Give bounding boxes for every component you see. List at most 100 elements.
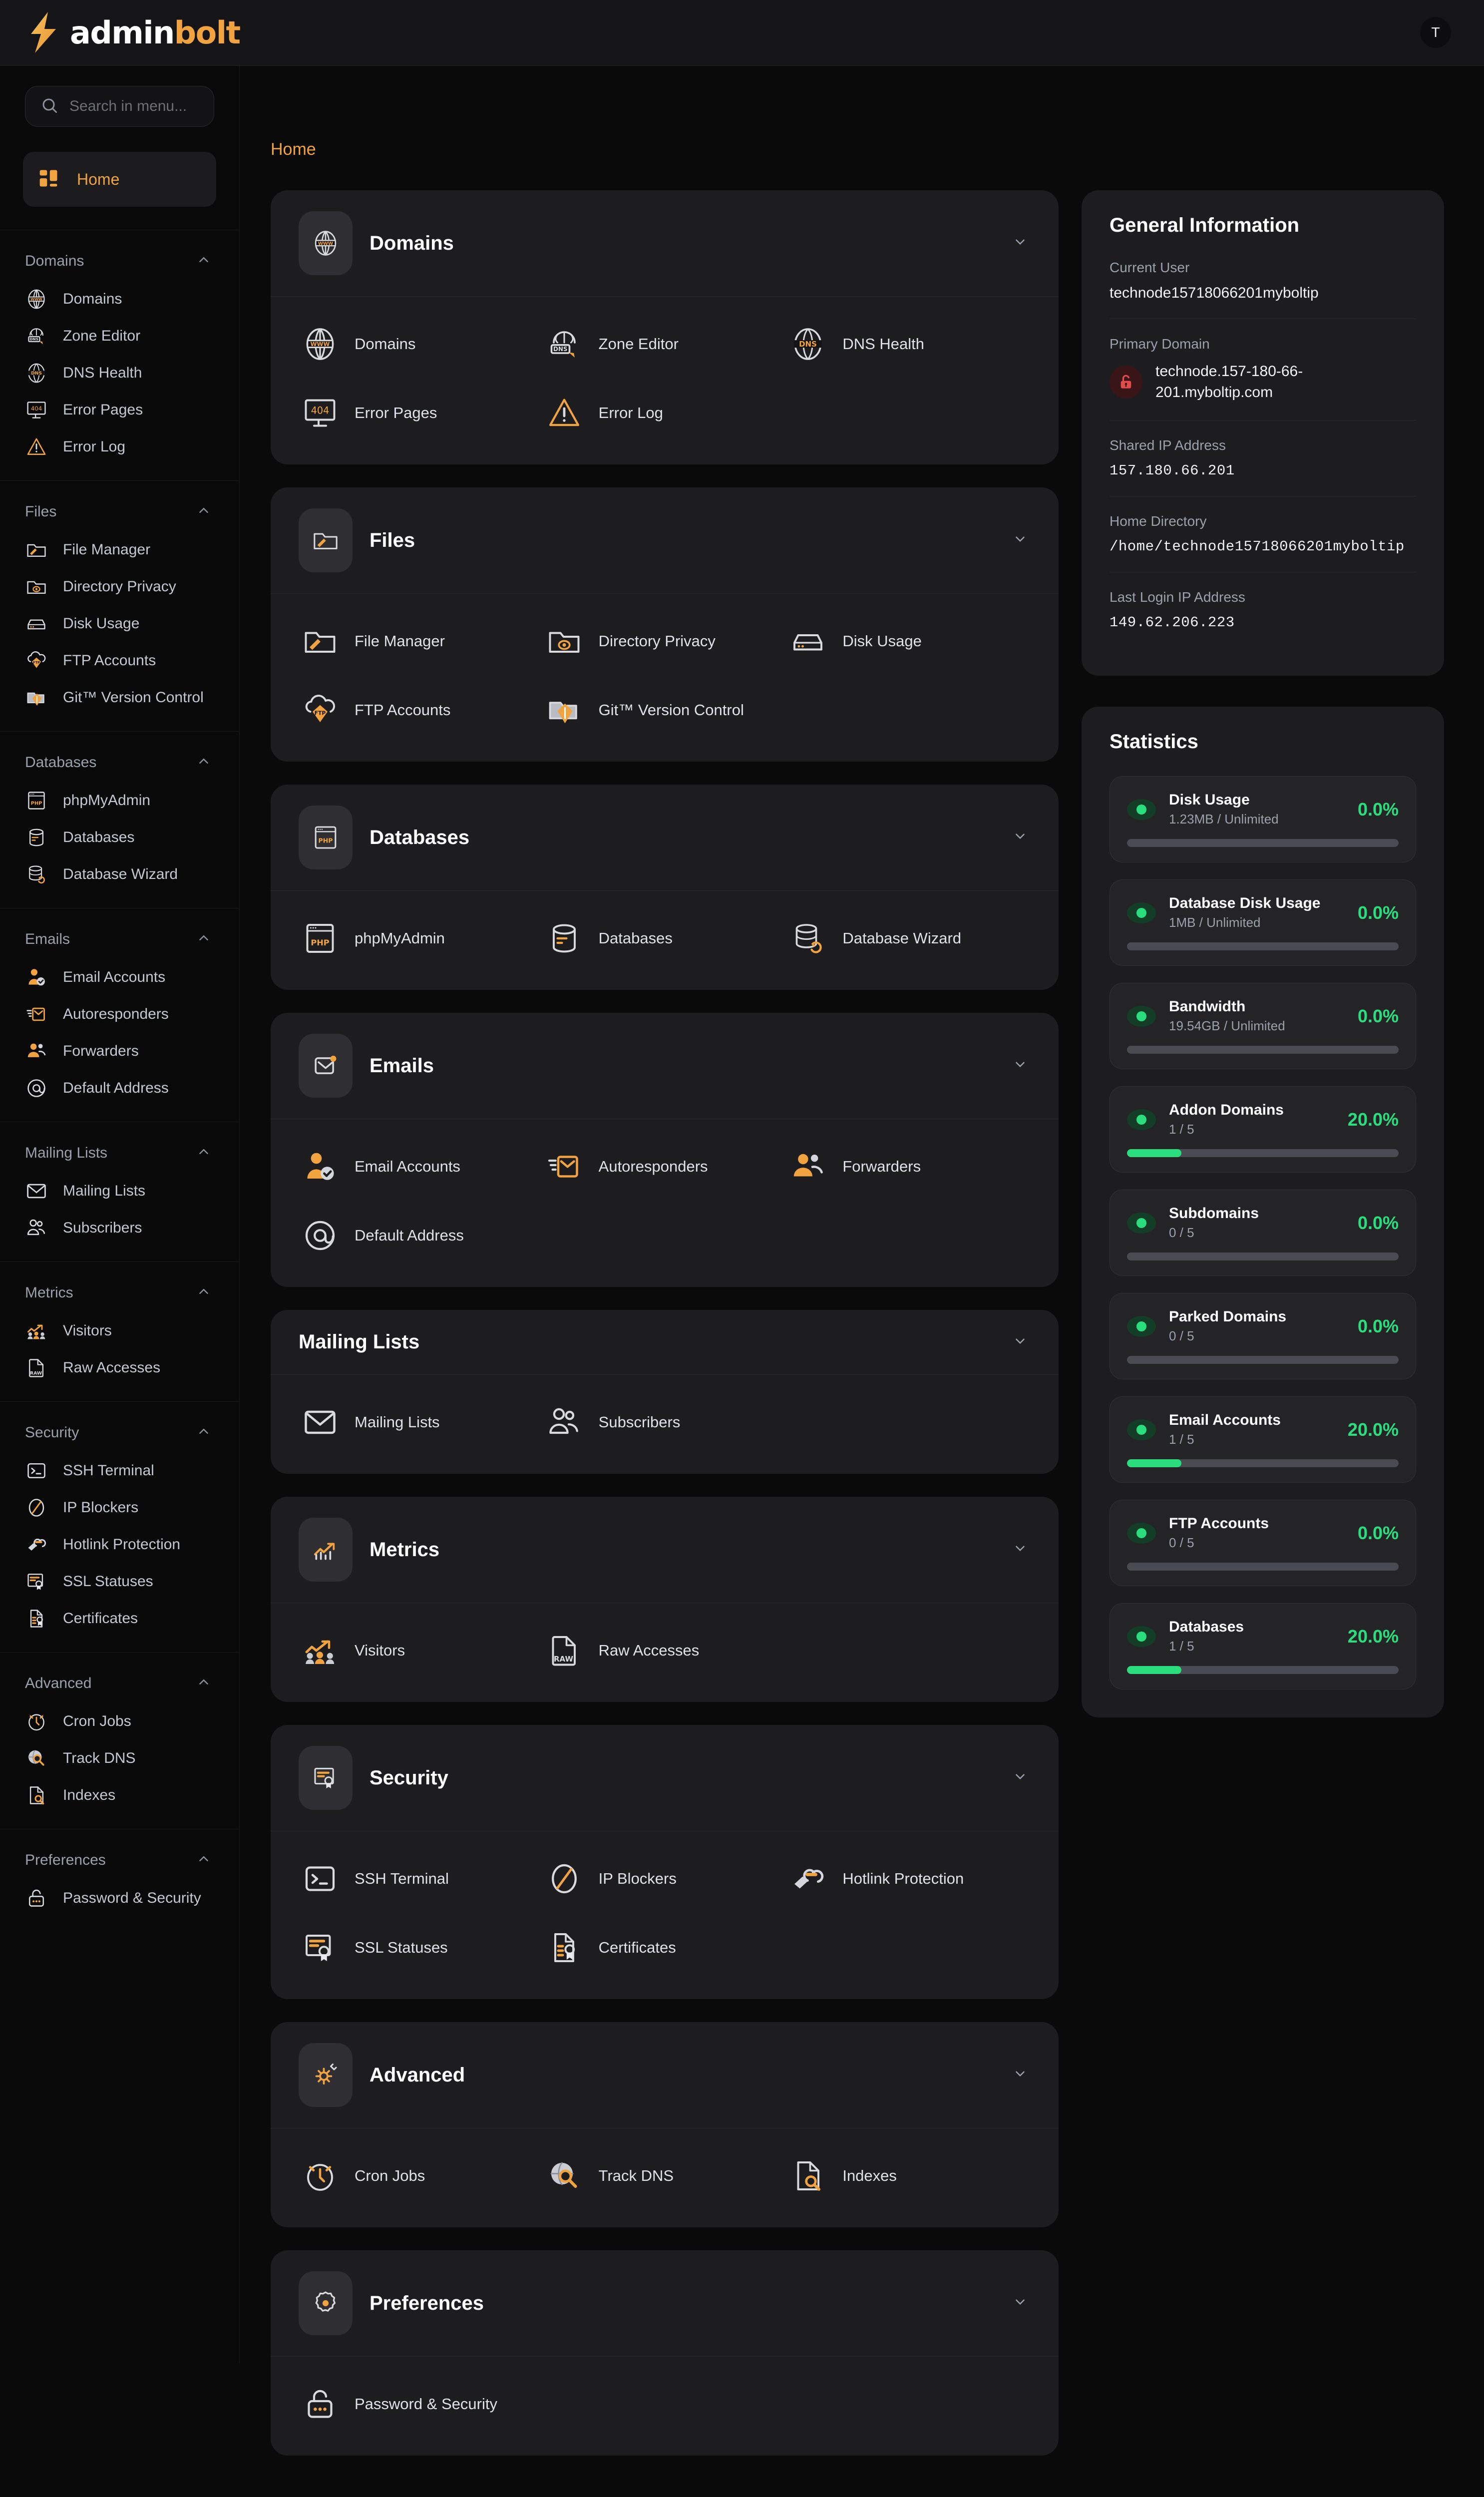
- tile-email-accounts[interactable]: Email Accounts: [299, 1145, 543, 1188]
- chevron-down-icon[interactable]: [1013, 2295, 1028, 2312]
- sidebar-item-subscribers[interactable]: Subscribers: [0, 1210, 239, 1247]
- section-header[interactable]: Mailing Lists: [271, 1310, 1059, 1374]
- chevron-up-icon[interactable]: [196, 1674, 211, 1692]
- chevron-down-icon[interactable]: [1013, 2067, 1028, 2084]
- chevron-down-icon[interactable]: [1013, 829, 1028, 846]
- chevron-down-icon[interactable]: [1013, 1541, 1028, 1559]
- section-header[interactable]: Emails: [271, 1013, 1059, 1119]
- tile-ftp-accounts[interactable]: FTP FTP Accounts: [299, 689, 543, 732]
- chevron-down-icon[interactable]: [1013, 1333, 1028, 1351]
- chevron-up-icon[interactable]: [196, 930, 211, 948]
- sidebar-item-disk-usage[interactable]: Disk Usage: [0, 605, 239, 642]
- tile-autoresponders[interactable]: Autoresponders: [543, 1145, 787, 1188]
- sidebar-item-home[interactable]: Home: [23, 152, 216, 207]
- sidebar-item-indexes[interactable]: Indexes: [0, 1777, 239, 1814]
- tile-databases[interactable]: Databases: [543, 917, 787, 960]
- tile-phpmyadmin[interactable]: PHP phpMyAdmin: [299, 917, 543, 960]
- tile-zone-editor[interactable]: DNS Zone Editor: [543, 323, 787, 366]
- sidebar-item-phpmyadmin[interactable]: PHP phpMyAdmin: [0, 782, 239, 819]
- tile-certificates[interactable]: Certificates: [543, 1926, 787, 1969]
- chevron-down-icon[interactable]: [1013, 235, 1028, 252]
- chevron-up-icon[interactable]: [196, 1851, 211, 1869]
- brand-logo[interactable]: adminbolt: [28, 12, 241, 53]
- tile-git-version-control[interactable]: Git™ Version Control: [543, 689, 787, 732]
- sidebar-group-header[interactable]: Metrics: [0, 1262, 239, 1312]
- tile-disk-usage[interactable]: Disk Usage: [786, 620, 1031, 663]
- sidebar-group-header[interactable]: Files: [0, 481, 239, 531]
- sidebar-item-ip-blockers[interactable]: IP Blockers: [0, 1489, 239, 1526]
- sidebar-item-directory-privacy[interactable]: Directory Privacy: [0, 568, 239, 605]
- sidebar-group-header[interactable]: Mailing Lists: [0, 1122, 239, 1173]
- tile-forwarders[interactable]: Forwarders: [786, 1145, 1031, 1188]
- sidebar-item-email-accounts[interactable]: Email Accounts: [0, 959, 239, 996]
- tile-mailing-lists[interactable]: Mailing Lists: [299, 1401, 543, 1444]
- sidebar-item-error-pages[interactable]: 404 Error Pages: [0, 392, 239, 428]
- tile-indexes[interactable]: Indexes: [786, 2154, 1031, 2197]
- sidebar-item-ssl-statuses[interactable]: SSL Statuses: [0, 1563, 239, 1600]
- avatar[interactable]: T: [1420, 17, 1451, 48]
- sidebar-item-forwarders[interactable]: Forwarders: [0, 1033, 239, 1070]
- section-header[interactable]: Preferences: [271, 2250, 1059, 2356]
- sidebar-item-hotlink-protection[interactable]: Hotlink Protection: [0, 1526, 239, 1563]
- tile-error-log[interactable]: Error Log: [543, 392, 787, 434]
- sidebar-item-database-wizard[interactable]: Database Wizard: [0, 856, 239, 893]
- tile-ssl-statuses[interactable]: SSL Statuses: [299, 1926, 543, 1969]
- sidebar-item-mailing-lists[interactable]: Mailing Lists: [0, 1173, 239, 1210]
- chevron-up-icon[interactable]: [196, 252, 211, 270]
- chevron-up-icon[interactable]: [196, 1424, 211, 1441]
- tile-directory-privacy[interactable]: Directory Privacy: [543, 620, 787, 663]
- sidebar-group-header[interactable]: Security: [0, 1402, 239, 1452]
- chevron-down-icon[interactable]: [1013, 1769, 1028, 1787]
- sidebar-item-autoresponders[interactable]: Autoresponders: [0, 996, 239, 1033]
- search-input[interactable]: [69, 98, 262, 115]
- tile-file-manager[interactable]: File Manager: [299, 620, 543, 663]
- tile-track-dns[interactable]: Track DNS: [543, 2154, 787, 2197]
- chevron-up-icon[interactable]: [196, 1144, 211, 1162]
- sidebar-item-zone-editor[interactable]: DNS Zone Editor: [0, 318, 239, 355]
- tile-dns-health[interactable]: DNS DNS Health: [786, 323, 1031, 366]
- search-box[interactable]: [25, 86, 262, 127]
- sidebar-group-header[interactable]: Domains: [0, 230, 239, 281]
- sidebar-item-visitors[interactable]: Visitors: [0, 1312, 239, 1349]
- sidebar-item-git-version-control[interactable]: Git™ Version Control: [0, 679, 239, 716]
- section-header[interactable]: PHP Databases: [271, 785, 1059, 890]
- tile-domains[interactable]: WWW Domains: [299, 323, 543, 366]
- sidebar-item-ssh-terminal[interactable]: SSH Terminal: [0, 1452, 239, 1489]
- sidebar-group-header[interactable]: Databases: [0, 732, 239, 782]
- sidebar-item-certificates[interactable]: Certificates: [0, 1600, 239, 1637]
- tile-cron-jobs[interactable]: Cron Jobs: [299, 2154, 543, 2197]
- chevron-down-icon[interactable]: [1013, 1057, 1028, 1075]
- chevron-up-icon[interactable]: [196, 503, 211, 520]
- sidebar-item-domains[interactable]: WWW Domains: [0, 281, 239, 318]
- sidebar-item-dns-health[interactable]: DNS DNS Health: [0, 355, 239, 392]
- sidebar-item-file-manager[interactable]: File Manager: [0, 531, 239, 568]
- sidebar-group-header[interactable]: Preferences: [0, 1829, 239, 1880]
- tile-ssh-terminal[interactable]: SSH Terminal: [299, 1857, 543, 1900]
- section-header[interactable]: Security: [271, 1725, 1059, 1831]
- sidebar-item-databases[interactable]: Databases: [0, 819, 239, 856]
- tile-password-security[interactable]: Password & Security: [299, 2383, 543, 2426]
- chevron-down-icon[interactable]: [1013, 532, 1028, 549]
- sidebar-item-cron-jobs[interactable]: Cron Jobs: [0, 1703, 239, 1740]
- sidebar-group-header[interactable]: Emails: [0, 908, 239, 959]
- tile-visitors[interactable]: Visitors: [299, 1629, 543, 1672]
- sidebar-group-header[interactable]: Advanced: [0, 1653, 239, 1703]
- section-header[interactable]: Advanced: [271, 2022, 1059, 2128]
- tile-default-address[interactable]: Default Address: [299, 1214, 543, 1257]
- tile-database-wizard[interactable]: Database Wizard: [786, 917, 1031, 960]
- section-header[interactable]: Metrics: [271, 1497, 1059, 1603]
- sidebar-item-ftp-accounts[interactable]: FTP FTP Accounts: [0, 642, 239, 679]
- sidebar-item-raw-accesses[interactable]: RAW Raw Accesses: [0, 1349, 239, 1386]
- section-header[interactable]: Files: [271, 487, 1059, 593]
- tile-subscribers[interactable]: Subscribers: [543, 1401, 787, 1444]
- breadcrumb[interactable]: Home: [271, 140, 316, 159]
- tile-ip-blockers[interactable]: IP Blockers: [543, 1857, 787, 1900]
- sidebar-item-track-dns[interactable]: Track DNS: [0, 1740, 239, 1777]
- sidebar-item-error-log[interactable]: Error Log: [0, 428, 239, 465]
- sidebar-item-default-address[interactable]: Default Address: [0, 1070, 239, 1107]
- tile-error-pages[interactable]: 404 Error Pages: [299, 392, 543, 434]
- section-header[interactable]: WWW Domains: [271, 190, 1059, 296]
- sidebar-item-password-security[interactable]: Password & Security: [0, 1880, 239, 1917]
- tile-raw-accesses[interactable]: RAW Raw Accesses: [543, 1629, 787, 1672]
- tile-hotlink-protection[interactable]: Hotlink Protection: [786, 1857, 1031, 1900]
